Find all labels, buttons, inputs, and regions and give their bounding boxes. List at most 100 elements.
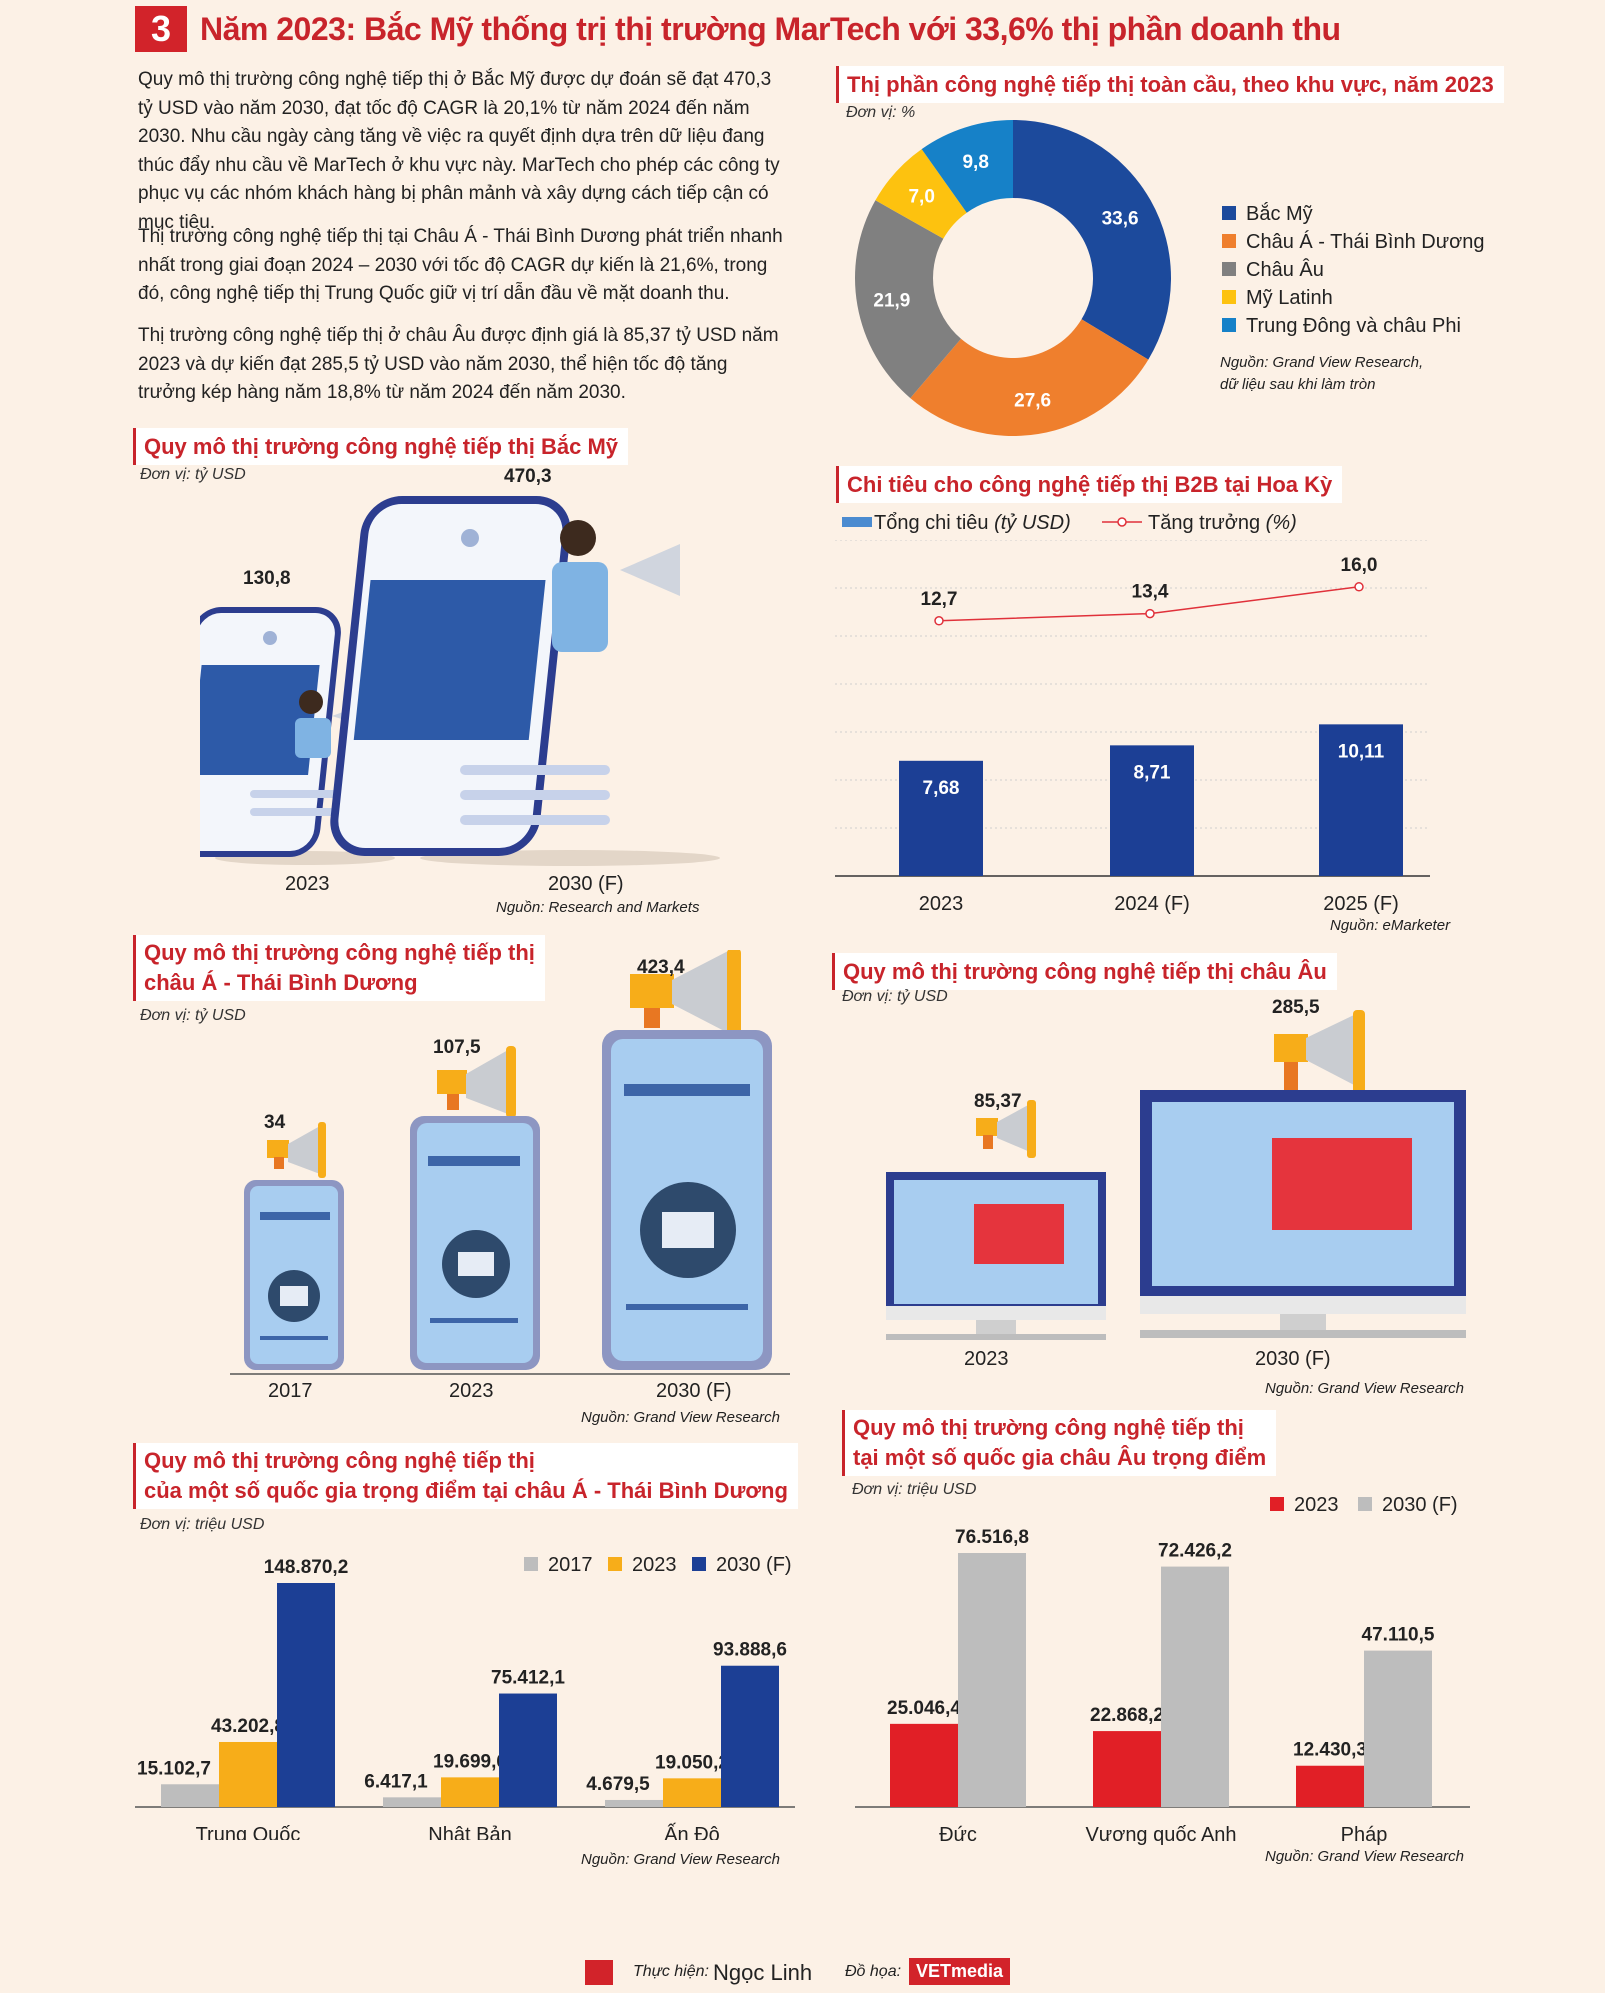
- legend-label: 2017: [548, 1554, 593, 1576]
- na-value-label: 130,8: [243, 568, 291, 589]
- megaphone-icon: [437, 1046, 516, 1118]
- b2b-source: Nguồn: eMarketer: [1330, 917, 1451, 934]
- legend-swatch-icon: [524, 1557, 538, 1572]
- footer-author: Ngọc Linh: [713, 1960, 813, 1985]
- pie-slice-label: 21,9: [873, 290, 910, 311]
- pie-source: Nguồn: Grand View Research,: [1220, 354, 1424, 371]
- legend-item: 2023: [608, 1554, 677, 1577]
- pie-legend-label: Mỹ Latinh: [1246, 287, 1333, 309]
- legend-item: 2030 (F): [1358, 1494, 1458, 1517]
- legend-label: 2030 (F): [1382, 1494, 1458, 1516]
- eu-monitors-illustration: [886, 1010, 1466, 1340]
- legend-item: 2023: [1270, 1494, 1339, 1517]
- eu-source: Nguồn: Grand View Research: [1265, 1380, 1464, 1397]
- b2b-line-label: 13,4: [1132, 582, 1169, 603]
- grouped-bar: [277, 1583, 335, 1807]
- grouped-bar: [721, 1665, 779, 1807]
- eu-countries-source: Nguồn: Grand View Research: [1265, 1848, 1464, 1865]
- pie-chart-title: Thị phần công nghệ tiếp thị toàn cầu, th…: [836, 66, 1504, 103]
- legend-label: 2023: [632, 1554, 677, 1576]
- grouped-bar: [958, 1553, 1026, 1807]
- bar-value-label: 43.202,8: [211, 1716, 285, 1737]
- category-label: Vương quốc Anh: [1085, 1824, 1236, 1845]
- b2b-x-label: 2024 (F): [1114, 893, 1190, 915]
- pie-legend-label: Bắc Mỹ: [1246, 203, 1313, 225]
- b2b-legend-bar: Tổng chi tiêu (tỷ USD): [842, 512, 1071, 535]
- small-phone-icon: [244, 1180, 344, 1370]
- na-source: Nguồn: Research and Markets: [496, 899, 700, 916]
- b2b-x-label: 2023: [919, 893, 964, 915]
- intro-paragraph-3: Thị trường công nghệ tiếp thị ở châu Âu …: [138, 325, 779, 403]
- legend-swatch-icon: [1222, 234, 1236, 249]
- pie-slice-label: 9,8: [962, 152, 988, 173]
- category-label: Nhật Bản: [428, 1824, 511, 1840]
- pie-slice: [921, 120, 1013, 213]
- apac-chart-unit: Đơn vị: tỷ USD: [140, 1007, 246, 1024]
- apac-year-label: 2023: [449, 1380, 494, 1402]
- large-phone-icon: [330, 496, 680, 856]
- megaphone-icon: [267, 1122, 326, 1178]
- pie-slice-label: 7,0: [908, 187, 934, 208]
- b2b-line-point: [934, 616, 944, 626]
- apac-value-label: 34: [264, 1112, 286, 1133]
- megaphone-icon: [976, 1100, 1036, 1158]
- bar-value-label: 12.430,3: [1293, 1740, 1367, 1761]
- legend-swatch-icon: [1222, 290, 1236, 305]
- b2b-bar-label: 10,11: [1338, 741, 1385, 762]
- eu-chart-unit: Đơn vị: tỷ USD: [842, 988, 948, 1005]
- pie-slice: [1013, 120, 1171, 360]
- megaphone-icon: [1274, 1010, 1365, 1094]
- donut-chart: 33,6 27,6 21,9 7,0 9,8: [855, 120, 1171, 436]
- legend-swatch-icon: [1222, 206, 1236, 221]
- apac-year-label: 2017: [268, 1380, 313, 1402]
- eu-countries-chart-title: Quy mô thị trường công nghệ tiếp thị tại …: [842, 1410, 1277, 1476]
- bar-value-label: 148.870,2: [264, 1557, 349, 1578]
- b2b-line-point: [1145, 608, 1155, 619]
- legend-swatch-icon: [692, 1557, 706, 1572]
- pie-slice: [855, 200, 962, 399]
- legend-item: 2017: [524, 1554, 593, 1577]
- bar-value-label: 93.888,6: [713, 1640, 787, 1661]
- bar-value-label: 47.110,5: [1362, 1625, 1435, 1646]
- author-logo-icon: [585, 1960, 613, 1985]
- b2b-legend-line: Tăng trưởng (%): [1102, 512, 1297, 535]
- page-title: Năm 2023: Bắc Mỹ thống trị thị trường Ma…: [200, 11, 1341, 47]
- na-year-label: 2030 (F): [548, 873, 624, 895]
- na-chart-title: Quy mô thị trường công nghệ tiếp thị Bắc…: [133, 428, 629, 465]
- pie-legend-item: Trung Đông và châu Phi: [1222, 315, 1461, 338]
- na-chart-unit: Đơn vị: tỷ USD: [140, 466, 246, 483]
- b2b-combo-chart: 7,68 2023 8,71 2024 (F) 10,11 2025 (F) 12,7 13,…: [835, 540, 1430, 915]
- legend-swatch-icon: [608, 1557, 622, 1572]
- category-label: Ấn Độ: [664, 1823, 720, 1840]
- pie-slice: [910, 319, 1149, 436]
- apac-countries-source: Nguồn: Grand View Research: [581, 1851, 780, 1868]
- grouped-bar: [890, 1723, 958, 1807]
- apac-countries-bar-chart: 15.102,743.202,8 148.870,2 Trung Quốc 6.417…: [135, 1557, 795, 1840]
- pie-slice: [875, 149, 967, 239]
- legend-item: 2030 (F): [692, 1554, 792, 1577]
- grouped-bar: [1364, 1650, 1432, 1807]
- bar-value-label: 19.699,6: [433, 1751, 507, 1772]
- footer-author-prefix: Thực hiện:: [633, 1963, 709, 1980]
- bar-value-label: 72.426,2: [1158, 1541, 1232, 1562]
- bar-swatch-icon: [842, 517, 872, 528]
- bar-value-label: 15.102,7: [137, 1758, 211, 1779]
- b2b-chart-title: Chi tiêu cho công nghệ tiếp thị B2B tại …: [836, 466, 1343, 503]
- pie-source-note: dữ liệu sau khi làm tròn: [1220, 376, 1376, 393]
- na-value-label: 470,3: [504, 466, 552, 487]
- b2b-line-label: 12,7: [921, 589, 958, 610]
- category-label: Trung Quốc: [196, 1824, 301, 1840]
- b2b-bar-label: 8,71: [1134, 762, 1171, 783]
- apac-chart-title: Quy mô thị trường công nghệ tiếp thị châu…: [133, 935, 545, 1001]
- grouped-bar: [663, 1778, 721, 1807]
- grouped-bar: [1296, 1765, 1364, 1807]
- eu-value-label: 85,37: [974, 1091, 1022, 1112]
- b2b-line-point: [1354, 582, 1364, 592]
- category-label: Đức: [939, 1824, 977, 1845]
- pie-slice-label: 27,6: [1014, 390, 1051, 411]
- category-label: Pháp: [1341, 1824, 1388, 1845]
- megaphone-icon: [630, 950, 741, 1040]
- pie-legend-item: Châu Á - Thái Bình Dương: [1222, 231, 1484, 254]
- legend-label: 2030 (F): [716, 1554, 792, 1576]
- grouped-bar: [605, 1799, 663, 1807]
